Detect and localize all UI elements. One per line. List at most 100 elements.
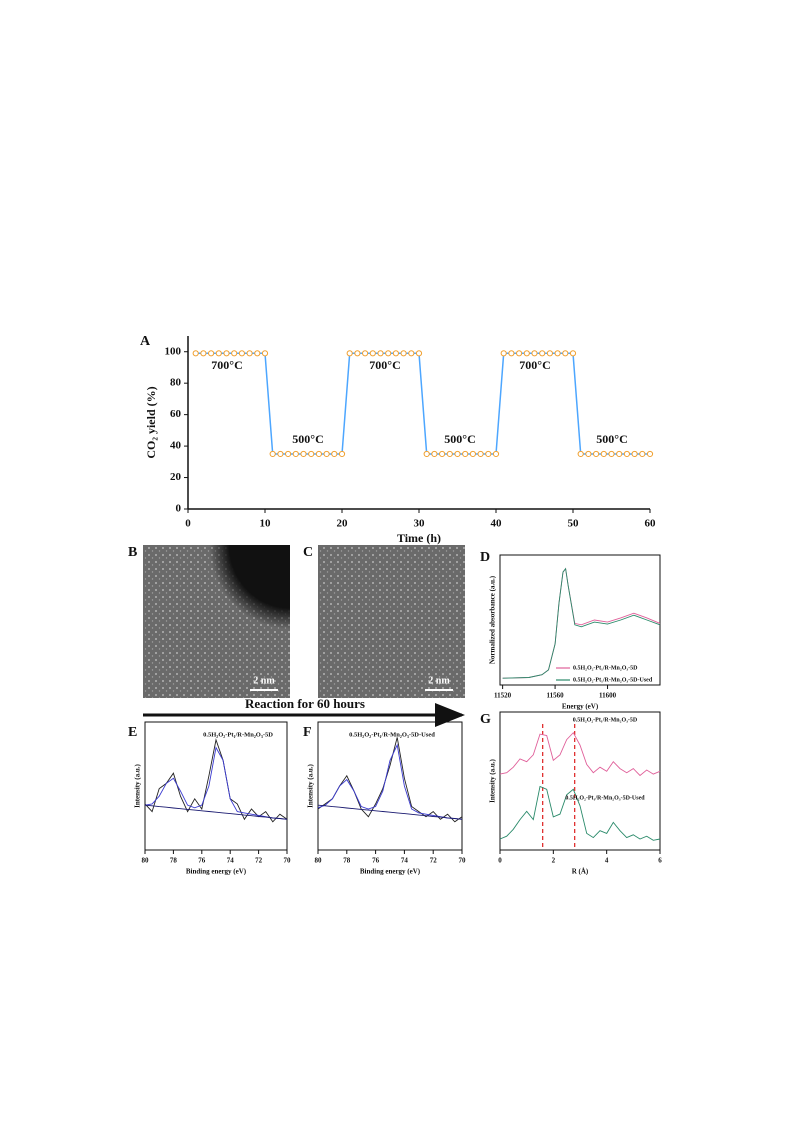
data-point xyxy=(562,350,569,357)
x-tick-label: 40 xyxy=(491,518,503,530)
data-point xyxy=(385,350,392,357)
x-tick-label: 0 xyxy=(498,857,502,865)
panel-label: F xyxy=(303,725,312,740)
data-point xyxy=(462,450,469,458)
data-point xyxy=(315,450,322,458)
y-tick-label: 40 xyxy=(170,440,182,452)
y-axis-label: Intensity (a.u.) xyxy=(307,763,315,807)
annotation: 700°C xyxy=(211,358,242,372)
y-axis-label: Normalized absorbance (a.u.) xyxy=(489,575,497,664)
data-point xyxy=(208,350,215,357)
data-point xyxy=(238,350,245,357)
series-line xyxy=(144,738,288,823)
y-axis-label: CO₂ yield (%) xyxy=(144,386,158,458)
x-tick-label: 11560 xyxy=(547,692,565,700)
x-tick-label: 6 xyxy=(658,857,662,865)
data-point xyxy=(631,450,638,458)
panel-label: E xyxy=(128,725,137,740)
y-tick-label: 80 xyxy=(170,377,182,389)
panel-label: G xyxy=(480,712,491,727)
data-point xyxy=(646,450,654,458)
y-axis-label: Intensity (a.u.) xyxy=(489,758,497,802)
scale-bar-label: 2 nm xyxy=(253,675,275,686)
panel-label: B xyxy=(128,545,137,560)
data-point xyxy=(500,350,507,357)
x-tick-label: 60 xyxy=(645,518,657,530)
data-point xyxy=(369,350,376,357)
data-point xyxy=(593,450,600,458)
x-axis-label: Binding energy (eV) xyxy=(186,868,247,876)
data-point xyxy=(277,450,284,458)
series-line xyxy=(317,743,463,820)
annotation: 500°C xyxy=(292,432,323,446)
data-point xyxy=(569,350,577,357)
x-tick-label: 10 xyxy=(260,518,272,530)
micrograph-shadow xyxy=(143,545,290,698)
x-tick-label: 74 xyxy=(227,857,235,865)
plot-frame xyxy=(317,721,463,851)
data-point xyxy=(623,450,631,458)
x-tick-label: 80 xyxy=(142,857,150,865)
x-axis-label: Time (h) xyxy=(397,531,441,545)
data-point xyxy=(408,350,415,357)
data-point xyxy=(254,350,261,357)
data-point xyxy=(492,450,500,458)
data-point xyxy=(600,450,607,458)
data-point xyxy=(423,450,430,458)
data-point xyxy=(577,450,584,458)
x-tick-label: 50 xyxy=(568,518,580,530)
x-axis-label: R (Å) xyxy=(572,868,589,876)
data-point xyxy=(508,350,515,357)
data-point xyxy=(362,350,369,357)
series-line xyxy=(499,731,661,777)
data-point xyxy=(392,350,399,357)
data-point xyxy=(331,450,338,458)
y-tick-label: 100 xyxy=(165,345,182,357)
plot-frame xyxy=(499,711,661,851)
x-tick-label: 74 xyxy=(401,857,409,865)
plot-frame xyxy=(144,721,288,851)
x-tick-label: 70 xyxy=(459,857,467,865)
data-point xyxy=(338,450,346,458)
data-point xyxy=(300,450,307,458)
x-axis-label: Binding energy (eV) xyxy=(360,868,421,876)
data-point xyxy=(616,450,623,458)
panel-label: D xyxy=(480,550,490,565)
series-line xyxy=(502,567,661,679)
data-point xyxy=(308,450,315,458)
y-tick-label: 60 xyxy=(170,408,182,420)
data-point xyxy=(285,450,292,458)
data-point xyxy=(546,350,554,357)
y-axis-label: Intensity (a.u.) xyxy=(134,763,142,807)
arrow-label: Reaction for 60 hours xyxy=(245,696,365,711)
series-label: 0.5H₂O₂-Pt₁/R-Mn₂O₃-5D xyxy=(573,717,638,723)
data-point xyxy=(377,350,384,357)
x-tick-label: 78 xyxy=(343,857,351,865)
x-tick-label: 30 xyxy=(414,518,426,530)
annotation: 700°C xyxy=(369,358,400,372)
annotation: 500°C xyxy=(444,432,475,446)
data-point xyxy=(292,450,299,458)
x-tick-label: 11520 xyxy=(494,692,512,700)
data-point xyxy=(477,450,484,458)
x-tick-label: 11600 xyxy=(599,692,617,700)
data-point xyxy=(323,450,330,458)
data-point xyxy=(485,450,492,458)
x-tick-label: 72 xyxy=(255,857,263,865)
data-point xyxy=(531,350,538,357)
x-tick-label: 2 xyxy=(552,857,556,865)
x-tick-label: 20 xyxy=(337,518,349,530)
micrograph xyxy=(318,545,465,698)
data-point xyxy=(439,450,446,458)
annotation: 700°C xyxy=(519,358,550,372)
data-point xyxy=(446,450,453,458)
series-line xyxy=(195,352,650,455)
data-point xyxy=(431,450,438,458)
data-point xyxy=(415,350,423,357)
data-point xyxy=(231,350,238,357)
legend-label: 0.5H₂O₂-Pt₁/R-Mn₂O₃-5D-Used xyxy=(573,677,653,683)
data-point xyxy=(469,450,476,458)
series-line xyxy=(144,746,288,820)
panel-label: A xyxy=(140,334,151,349)
